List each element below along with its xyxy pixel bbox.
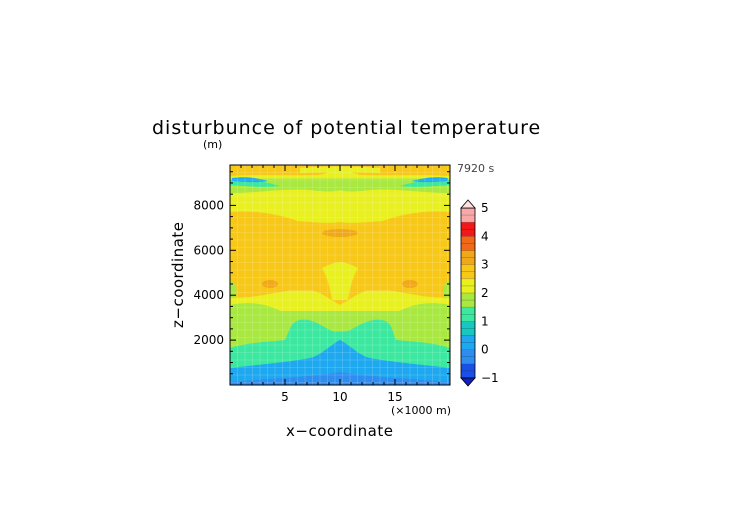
colorbar-segment-11 (461, 208, 475, 223)
contour-orange-patch-right (402, 280, 418, 288)
contour-green-top (230, 179, 450, 193)
x-unit-label: (×1000 m) (391, 404, 451, 417)
x-axis-title: x−coordinate (286, 422, 393, 440)
chart-title: disturbunce of potential temperature (152, 117, 541, 139)
x-tick-label: 10 (332, 390, 347, 404)
colorbar-label: 4 (481, 229, 489, 243)
colorbar-top-arrow (460, 199, 476, 209)
colorbar-bottom-arrow (460, 377, 476, 387)
colorbar-segment-8 (461, 250, 475, 265)
colorbar-label: −1 (481, 371, 499, 385)
x-tick-label: 15 (387, 390, 402, 404)
y-tick-label: 6000 (193, 243, 224, 257)
colorbar-segment-6 (461, 278, 475, 293)
colorbar-label: 3 (481, 258, 489, 272)
colorbar-segment-7 (461, 264, 475, 279)
colorbar-segment-2 (461, 335, 475, 350)
colorbar-segment-4 (461, 307, 475, 322)
colorbar-segment-9 (461, 236, 475, 251)
plot-area (230, 165, 450, 385)
y-tick-label: 8000 (193, 198, 224, 212)
colorbar-segment-3 (461, 321, 475, 336)
contour-band-7 (230, 187, 450, 197)
contour-yellow-stem (322, 262, 358, 300)
colorbar-label: 1 (481, 314, 489, 328)
contour-lightblue-band (230, 340, 450, 385)
time-label: 7920 s (457, 162, 494, 175)
colorbar-segment-1 (461, 349, 475, 364)
colorbar-segment-5 (461, 293, 475, 308)
contour-orange-patch-left (262, 280, 278, 288)
plot-grid (230, 165, 450, 385)
colorbar-segment-10 (461, 222, 475, 237)
x-axis-ticks: 5 10 15 (240, 165, 440, 404)
x-tick-label: 5 (281, 390, 289, 404)
colorbar-segment-0 (461, 363, 475, 378)
colorbar: 5 4 3 2 1 0 −1 (460, 199, 499, 387)
colorbar-label: 2 (481, 286, 489, 300)
y-axis-title: z−coordinate (169, 222, 187, 328)
colorbar-label: 0 (481, 343, 489, 357)
y-unit-label: (m) (203, 138, 222, 151)
contour-green-shoulder-right (443, 280, 450, 298)
contour-blue-top-left (232, 177, 268, 183)
contour-green-shoulder-left (230, 280, 237, 298)
contour-orange-core-top (322, 229, 358, 237)
y-axis-ticks: 2000 4000 6000 8000 (193, 171, 450, 375)
y-tick-label: 4000 (193, 288, 224, 302)
y-tick-label: 2000 (193, 333, 224, 347)
colorbar-label: 5 (481, 201, 489, 215)
contour-blue-top-right (412, 177, 448, 183)
